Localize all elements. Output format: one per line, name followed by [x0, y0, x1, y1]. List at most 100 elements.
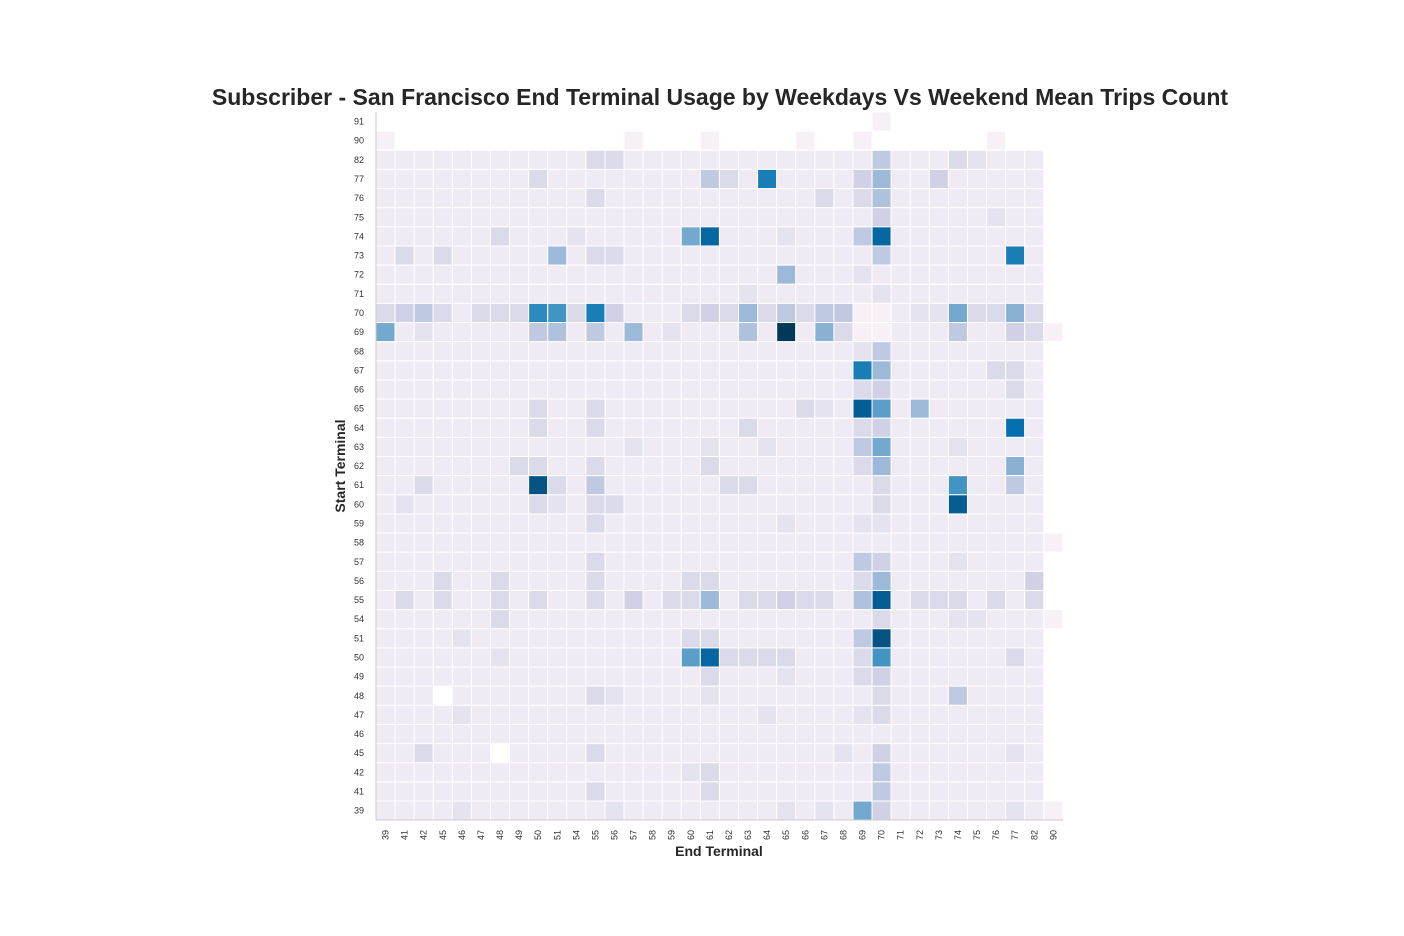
heatmap-cell — [489, 800, 511, 821]
heatmap-cell — [489, 494, 511, 515]
heatmap-cell — [1043, 322, 1064, 343]
heatmap-cell — [814, 590, 835, 611]
heatmap-cell — [680, 149, 701, 170]
heatmap-cell — [375, 456, 396, 477]
heatmap-cell — [757, 590, 778, 611]
heatmap-cell — [413, 245, 434, 266]
heatmap-cell — [718, 168, 740, 190]
heatmap-cell — [738, 398, 759, 419]
heatmap-cell — [680, 628, 701, 649]
heatmap-cell — [928, 704, 949, 725]
heatmap-cell — [489, 188, 511, 209]
heatmap-cell — [814, 723, 835, 745]
heatmap-cell — [394, 800, 415, 821]
heatmap-cell — [394, 398, 415, 419]
heatmap-cell — [871, 590, 892, 611]
heatmap-cell — [585, 704, 606, 725]
heatmap-cell — [986, 226, 1007, 247]
heatmap-cell — [1024, 322, 1045, 343]
x-tick-label: 49 — [514, 830, 524, 840]
heatmap-cell — [432, 226, 453, 247]
heatmap-cell — [814, 379, 835, 400]
heatmap-cell — [661, 570, 682, 591]
heatmap-cell — [661, 283, 682, 304]
heatmap-cell — [909, 379, 930, 400]
heatmap-cell — [680, 341, 701, 362]
heatmap-cell — [470, 494, 491, 515]
heatmap-cell — [699, 570, 720, 591]
heatmap-cell — [1005, 647, 1026, 668]
heatmap-cell — [928, 800, 949, 821]
heatmap-cell — [680, 398, 701, 419]
heatmap-cell — [528, 551, 549, 572]
heatmap-cell — [776, 551, 797, 572]
heatmap-cell — [413, 322, 434, 343]
heatmap-cell — [890, 168, 911, 190]
heatmap-cell — [547, 302, 568, 324]
x-tick-label: 69 — [858, 830, 868, 840]
heatmap-cell — [528, 704, 549, 725]
heatmap-cell — [585, 628, 606, 649]
heatmap-cell — [375, 398, 396, 419]
heatmap-cell — [947, 379, 968, 400]
heatmap-cell — [566, 226, 587, 247]
heatmap-cell — [432, 551, 453, 572]
heatmap-cell — [871, 513, 892, 534]
heatmap-cell — [623, 207, 644, 228]
heatmap-cell — [375, 704, 396, 725]
heatmap-cell — [394, 666, 415, 687]
heatmap-cell — [604, 666, 625, 687]
heatmap-cell — [585, 245, 606, 266]
heatmap-cell — [623, 685, 644, 706]
heatmap-cell — [833, 723, 854, 745]
heatmap-cell — [757, 685, 778, 706]
heatmap-cell — [871, 283, 892, 304]
heatmap-cell — [470, 188, 491, 209]
heatmap-cell — [814, 302, 835, 324]
heatmap-cell — [718, 456, 740, 477]
heatmap-cell — [451, 302, 472, 324]
heatmap-cell — [547, 532, 568, 553]
heatmap-cell — [814, 168, 835, 190]
heatmap-cell — [699, 341, 720, 362]
heatmap-cell — [413, 609, 434, 630]
heatmap-cell — [394, 226, 415, 247]
heatmap-cell — [585, 207, 606, 228]
heatmap-cell — [757, 149, 778, 170]
heatmap-cell — [509, 149, 530, 170]
heatmap-cell — [833, 666, 854, 687]
heatmap-cell — [776, 360, 797, 381]
heatmap-cell — [852, 743, 873, 764]
heatmap-cell — [890, 341, 911, 362]
y-tick-label: 90 — [354, 136, 364, 146]
heatmap-cell — [776, 704, 797, 725]
heatmap-cell — [776, 226, 797, 247]
heatmap-cell — [699, 800, 720, 821]
heatmap-cell — [604, 723, 625, 745]
heatmap-cell — [642, 762, 663, 783]
heatmap-cell — [489, 475, 511, 496]
heatmap-cell — [489, 723, 511, 745]
heatmap-cell — [680, 685, 701, 706]
heatmap-cell — [699, 723, 720, 745]
heatmap-cell — [852, 513, 873, 534]
heatmap-cell — [795, 570, 816, 591]
heatmap-cell — [604, 609, 625, 630]
heatmap-cell — [928, 647, 949, 668]
x-tick-label: 55 — [590, 830, 600, 840]
heatmap-cell — [852, 494, 873, 515]
heatmap-cell — [833, 149, 854, 170]
x-tick-label: 50 — [533, 830, 543, 840]
heatmap-cell — [547, 341, 568, 362]
heatmap-cell — [795, 322, 816, 343]
heatmap-cell — [1005, 302, 1026, 324]
heatmap-cell — [451, 417, 472, 438]
heatmap-cell — [833, 475, 854, 496]
heatmap-cell — [699, 590, 720, 611]
heatmap-cell — [604, 417, 625, 438]
heatmap-cell — [776, 513, 797, 534]
heatmap-cell — [1024, 188, 1045, 209]
heatmap-cell — [795, 245, 816, 266]
heatmap-cell — [718, 800, 740, 821]
heatmap-cell — [642, 360, 663, 381]
